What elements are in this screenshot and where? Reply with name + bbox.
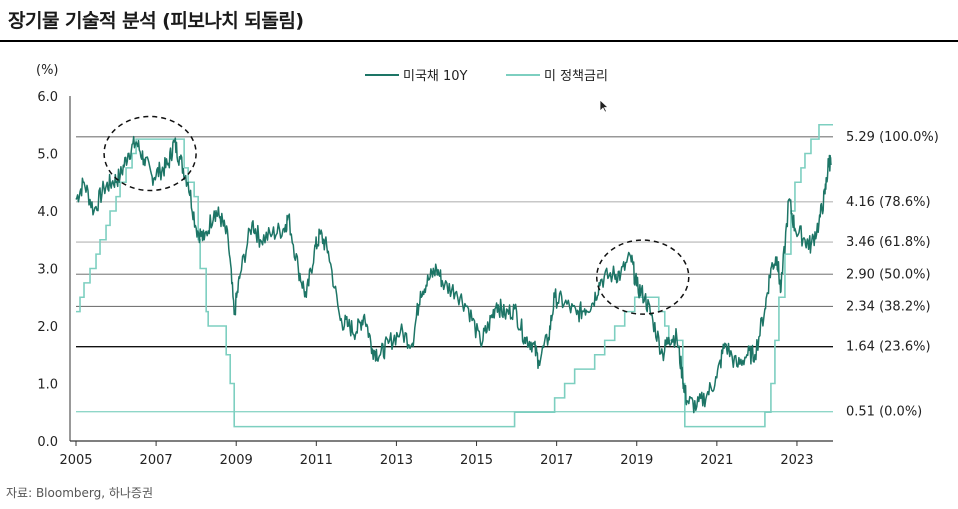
y-tick-label: 5.0 <box>37 148 58 163</box>
reference-lines: 5.29 (100.0%) 4.16 (78.6%) 3.46 (61.8%) 2.9… <box>76 130 939 420</box>
legend-label: 미 정책금리 <box>544 69 608 84</box>
y-tick-label: 4.0 <box>37 205 58 220</box>
legend-label: 미국채 10Y <box>403 69 468 84</box>
series-ust10y-line <box>75 135 832 414</box>
x-tick-label: 2007 <box>140 453 173 468</box>
y-axis-label: (%) <box>36 63 59 78</box>
series-policy-rate-line <box>76 123 833 428</box>
x-tick-label: 2011 <box>300 453 333 468</box>
fib-label: 2.34 (38.2%) <box>846 299 931 314</box>
annotation-ellipse <box>595 239 690 315</box>
axes <box>69 96 833 442</box>
y-tick-label: 2.0 <box>37 320 58 335</box>
fib-label: 4.16 (78.6%) <box>846 195 931 210</box>
y-tick-label: 0.0 <box>37 435 58 450</box>
fib-label: 0.51 (0.0%) <box>846 405 922 420</box>
x-tick-label: 2015 <box>460 453 493 468</box>
fib-label: 1.64 (23.6%) <box>846 340 931 355</box>
series-group <box>75 123 833 428</box>
x-tick-label: 2009 <box>220 453 253 468</box>
y-tick-label: 3.0 <box>37 263 58 278</box>
fib-label: 3.46 (61.8%) <box>846 235 931 250</box>
chart-title: 장기물 기술적 분석 (피보나치 되돌림) <box>8 10 304 32</box>
y-tick-label: 6.0 <box>37 90 58 105</box>
x-tick-label: 2023 <box>780 453 813 468</box>
source-note: 자료: Bloomberg, 하나증권 <box>6 486 154 500</box>
title-divider <box>0 40 958 42</box>
annotation-ellipse <box>103 115 197 192</box>
y-tick-label: 1.0 <box>37 378 58 393</box>
x-axis-ticks: 2005 2007 2009 2011 2013 2015 2017 2019 2021 2023 <box>59 441 813 468</box>
mouse-cursor-icon <box>599 99 609 113</box>
legend: 미국채 10Y 미 정책금리 <box>365 69 608 84</box>
x-tick-label: 2005 <box>59 453 92 468</box>
x-tick-label: 2013 <box>380 453 413 468</box>
fib-label: 2.90 (50.0%) <box>846 267 931 282</box>
x-tick-label: 2021 <box>700 453 733 468</box>
fib-label: 5.29 (100.0%) <box>846 130 939 145</box>
y-axis-ticks: 0.0 1.0 2.0 3.0 4.0 5.0 6.0 <box>37 90 58 450</box>
x-tick-label: 2017 <box>540 453 573 468</box>
x-tick-label: 2019 <box>620 453 653 468</box>
annotations <box>103 115 690 315</box>
